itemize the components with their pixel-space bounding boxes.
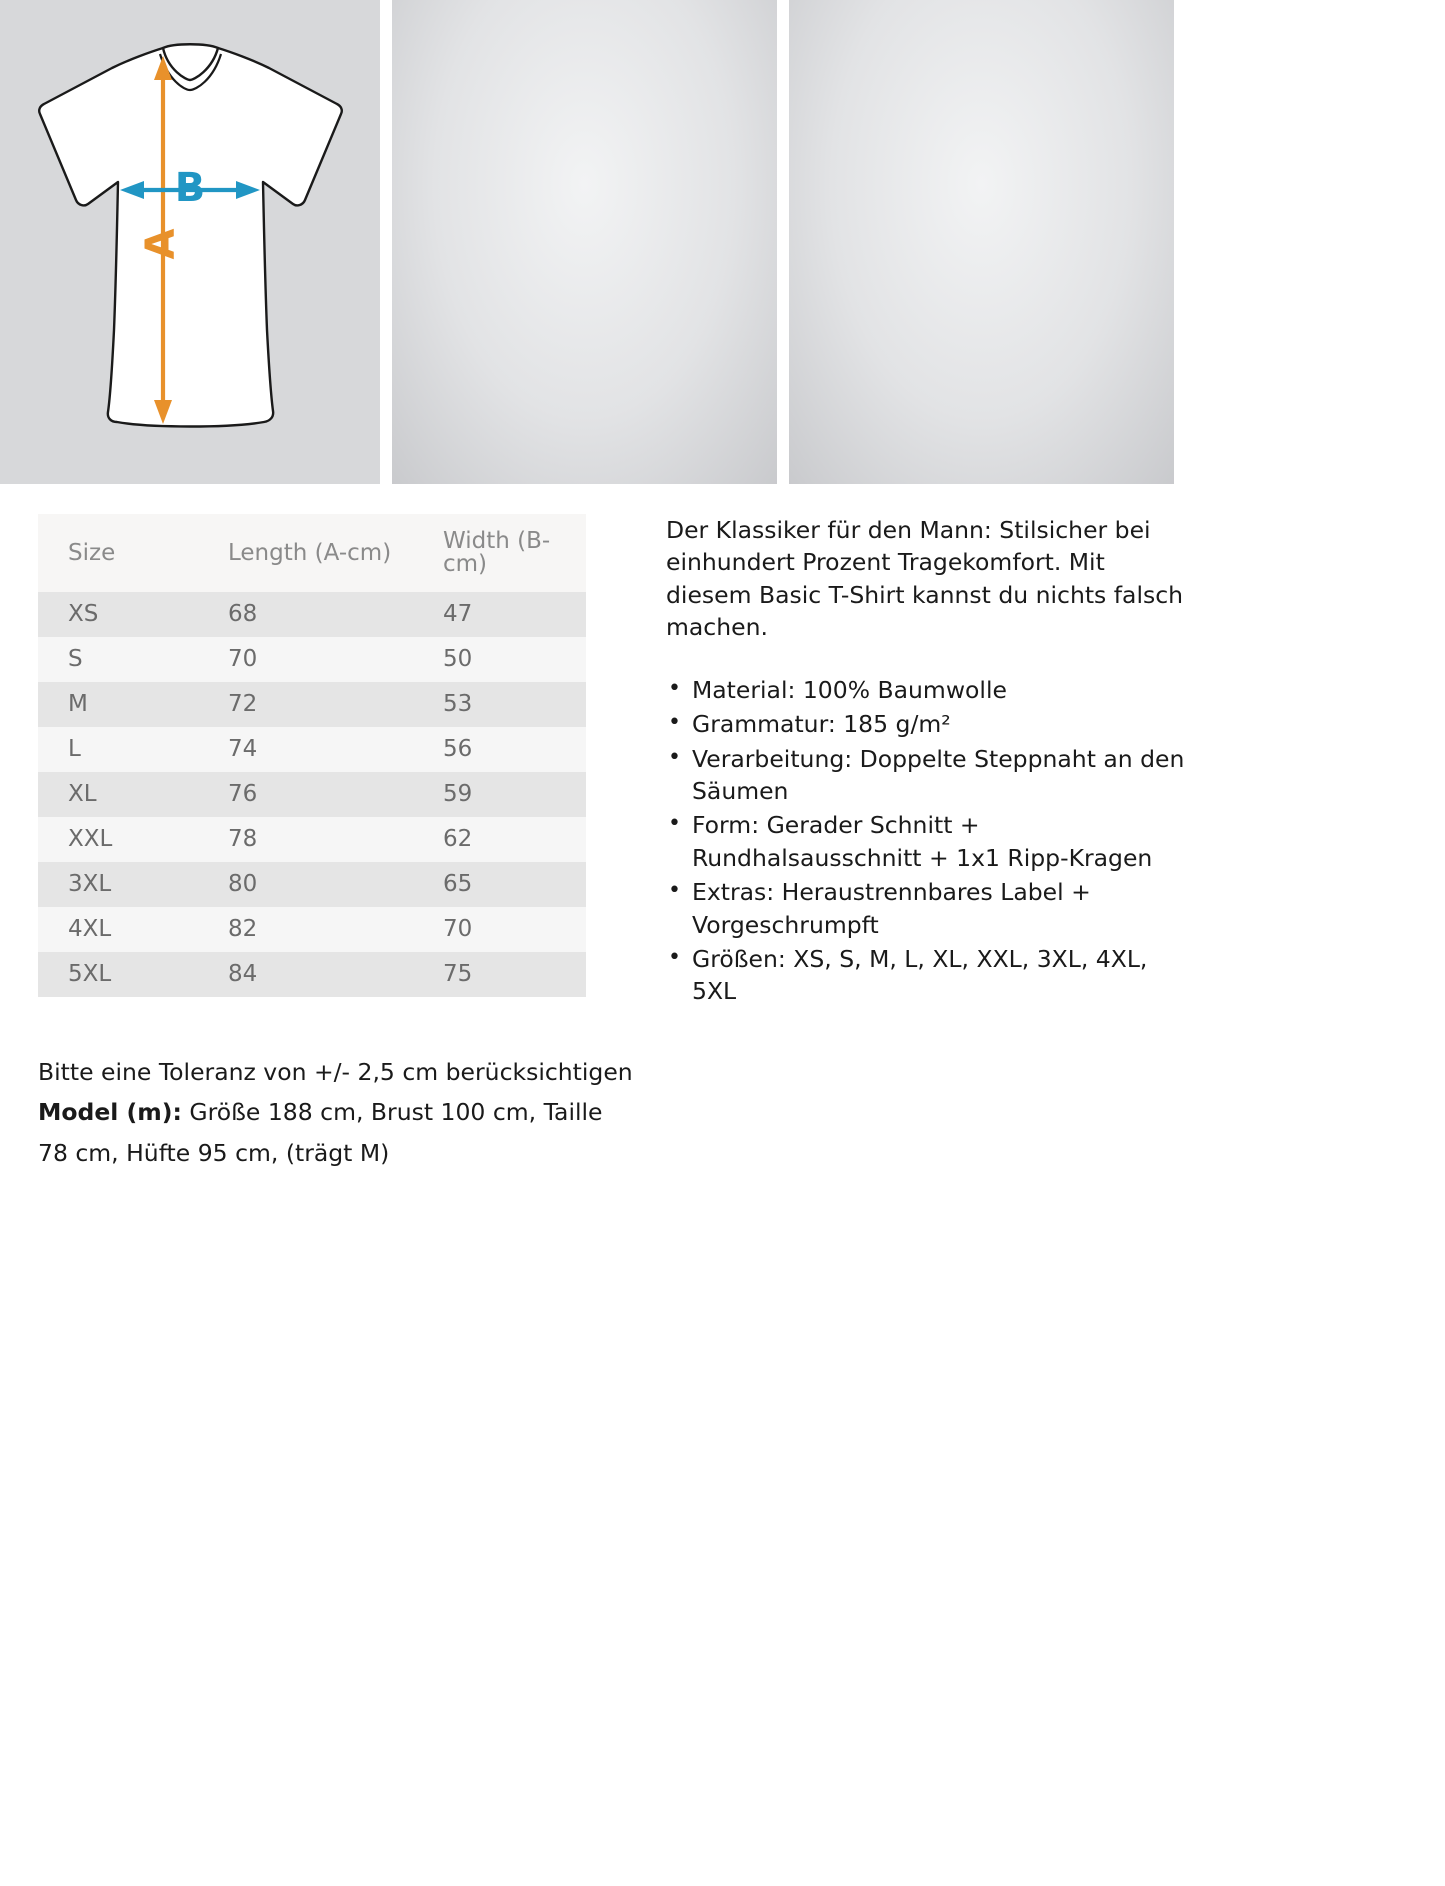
model-back-illustration (789, 0, 1174, 484)
cell-width: 65 (443, 871, 473, 897)
cell-size: 4XL (68, 916, 112, 942)
cell-length: 84 (228, 961, 258, 987)
model-front-illustration (392, 0, 777, 484)
cell-length: 72 (228, 691, 258, 717)
tshirt-measurement-diagram: A B (38, 43, 343, 428)
cell-length: 76 (228, 781, 258, 807)
size-chart-column: Size Length (A-cm) Width (B-cm) XS 68 47… (38, 514, 618, 997)
cell-width: 62 (443, 826, 473, 852)
cell-width: 47 (443, 601, 473, 627)
product-details-section: Size Length (A-cm) Width (B-cm) XS 68 47… (0, 514, 1445, 1010)
cell-size: S (68, 646, 83, 672)
cell-length: 80 (228, 871, 258, 897)
list-item: Form: Gerader Schnitt + Rundhalsausschni… (666, 809, 1196, 874)
table-bottom-edge (38, 983, 586, 997)
cell-width: 70 (443, 916, 473, 942)
cell-length: 78 (228, 826, 258, 852)
size-diagram-image[interactable]: A B (0, 0, 380, 484)
list-item: Größen: XS, S, M, L, XL, XXL, 3XL, 4XL, … (666, 943, 1196, 1008)
product-description-column: Der Klassiker für den Mann: Stilsicher b… (666, 514, 1196, 1010)
cell-width: 53 (443, 691, 473, 717)
column-header-size: Size (68, 539, 116, 566)
table-header-row: Size Length (A-cm) Width (B-cm) (38, 514, 586, 592)
tolerance-note: Bitte eine Toleranz von +/- 2,5 cm berüc… (38, 1057, 633, 1086)
size-chart-table: Size Length (A-cm) Width (B-cm) XS 68 47… (38, 514, 586, 997)
model-measurements: Größe 188 cm, Brust 100 cm, Taille 78 cm… (38, 1098, 603, 1167)
list-item: Extras: Heraustrennbares Label + Vorgesc… (666, 876, 1196, 941)
table-row: 4XL 82 70 (38, 907, 586, 952)
length-label-a: A (138, 228, 184, 259)
cell-length: 70 (228, 646, 258, 672)
cell-length: 82 (228, 916, 258, 942)
cell-width: 50 (443, 646, 473, 672)
photo-backdrop (789, 0, 1174, 484)
table-row: 3XL 80 65 (38, 862, 586, 907)
cell-size: 3XL (68, 871, 112, 897)
width-arrow-b (120, 181, 260, 199)
cell-width: 56 (443, 736, 473, 762)
width-label-b: B (175, 165, 206, 211)
cell-size: XL (68, 781, 97, 807)
cell-length: 74 (228, 736, 258, 762)
size-table-head: Size Length (A-cm) Width (B-cm) (38, 514, 586, 592)
model-label: Model (m): (38, 1098, 182, 1127)
table-row: XS 68 47 (38, 592, 586, 637)
model-front-photo[interactable] (392, 0, 777, 484)
table-row: M 72 53 (38, 682, 586, 727)
cell-size: XS (68, 601, 99, 627)
product-image-gallery: A B (0, 0, 1445, 484)
model-back-photo[interactable] (789, 0, 1174, 484)
cell-width: 59 (443, 781, 473, 807)
cell-size: M (68, 691, 88, 717)
cell-length: 68 (228, 601, 258, 627)
cell-size: 5XL (68, 961, 112, 987)
table-row: XL 76 59 (38, 772, 586, 817)
size-table-body: XS 68 47 S 70 50 M 72 53 L (38, 592, 586, 997)
column-header-width: Width (B-cm) (443, 528, 551, 577)
product-spec-list: Material: 100% Baumwolle Grammatur: 185 … (666, 674, 1196, 1008)
cell-width: 75 (443, 961, 473, 987)
length-arrow-a (154, 56, 172, 424)
table-row: L 74 56 (38, 727, 586, 772)
list-item: Grammatur: 185 g/m² (666, 708, 1196, 740)
photo-backdrop (392, 0, 777, 484)
table-row: S 70 50 (38, 637, 586, 682)
size-table-wrapper: Size Length (A-cm) Width (B-cm) XS 68 47… (38, 514, 618, 997)
cell-size: XXL (68, 826, 113, 852)
description-intro: Der Klassiker für den Mann: Stilsicher b… (666, 516, 1184, 642)
measurement-footnote: Bitte eine Toleranz von +/- 2,5 cm berüc… (38, 1052, 638, 1173)
list-item: Material: 100% Baumwolle (666, 674, 1196, 706)
list-item: Verarbeitung: Doppelte Steppnaht an den … (666, 743, 1196, 808)
column-header-length: Length (A-cm) (228, 539, 392, 566)
table-row: XXL 78 62 (38, 817, 586, 862)
cell-size: L (68, 736, 81, 762)
